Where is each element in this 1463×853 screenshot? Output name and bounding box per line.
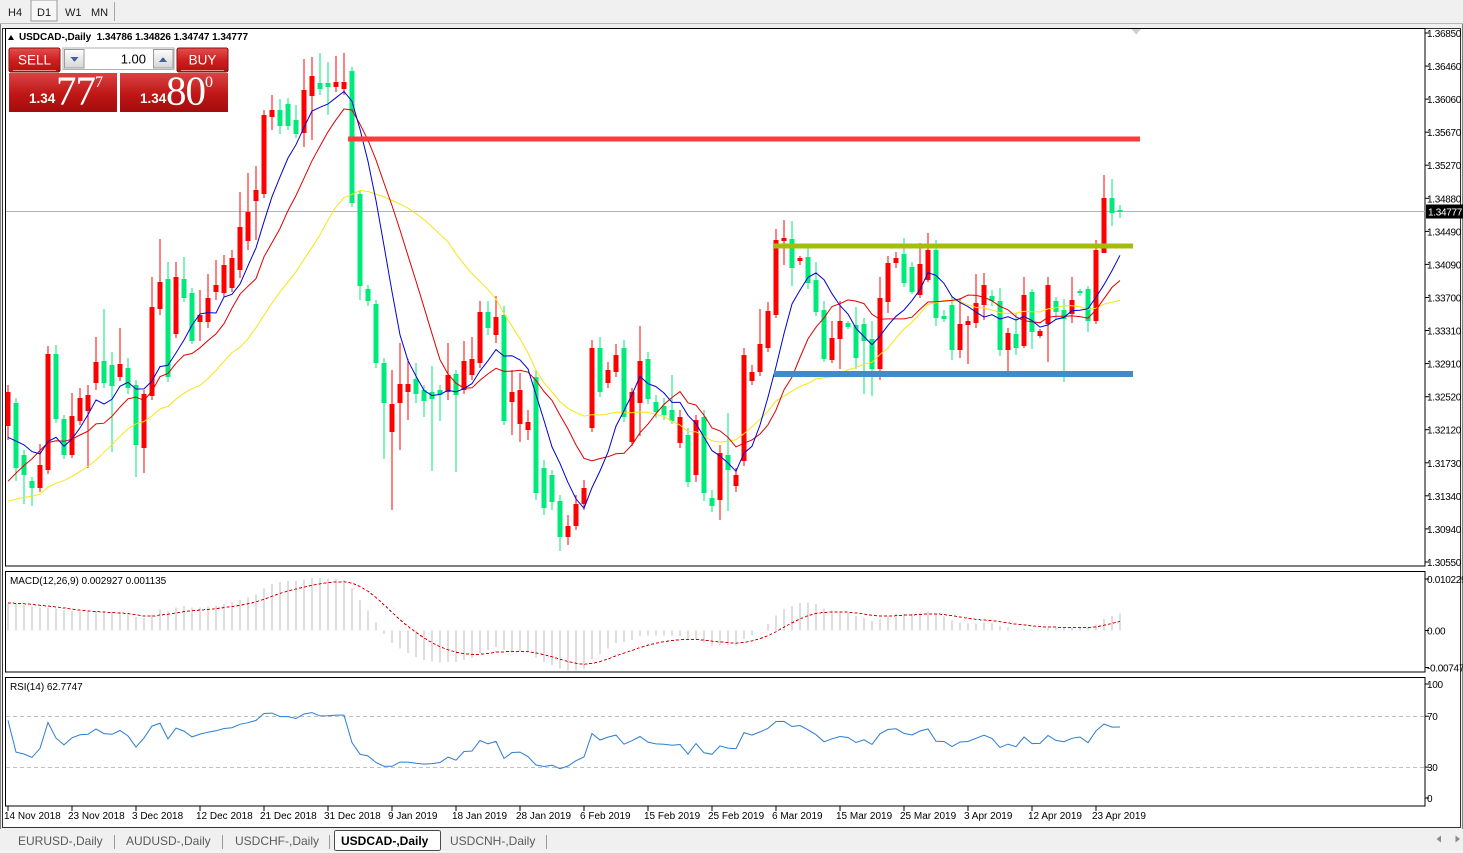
svg-text:1.35670: 1.35670 — [1427, 128, 1462, 139]
svg-text:1.32120: 1.32120 — [1427, 426, 1462, 437]
svg-text:18 Jan 2019: 18 Jan 2019 — [452, 811, 507, 822]
svg-text:1.34: 1.34 — [140, 91, 167, 106]
svg-text:1.36850: 1.36850 — [1427, 29, 1462, 40]
svg-text:1.30550: 1.30550 — [1427, 558, 1462, 569]
svg-text:-0.007477: -0.007477 — [1427, 664, 1463, 675]
svg-text:BUY: BUY — [189, 53, 217, 68]
svg-text:USDCNH-,Daily: USDCNH-,Daily — [450, 834, 535, 848]
svg-text:1.36060: 1.36060 — [1427, 95, 1462, 106]
svg-text:25 Mar 2019: 25 Mar 2019 — [900, 811, 957, 822]
svg-text:1.34880: 1.34880 — [1427, 194, 1462, 205]
svg-text:1.34: 1.34 — [29, 91, 56, 106]
svg-text:100: 100 — [1427, 680, 1444, 691]
svg-text:1.33700: 1.33700 — [1427, 294, 1462, 305]
svg-text:USDCAD-,Daily: USDCAD-,Daily — [341, 834, 429, 848]
svg-text:W1: W1 — [65, 7, 82, 19]
svg-text:3 Apr 2019: 3 Apr 2019 — [964, 811, 1013, 822]
svg-text:23 Apr 2019: 23 Apr 2019 — [1092, 811, 1146, 822]
svg-text:1.31340: 1.31340 — [1427, 492, 1462, 503]
svg-text:6 Feb 2019: 6 Feb 2019 — [580, 811, 631, 822]
svg-text:6 Mar 2019: 6 Mar 2019 — [772, 811, 823, 822]
svg-text:AUDUSD-,Daily: AUDUSD-,Daily — [126, 834, 211, 848]
svg-text:MACD(12,26,9) 0.002927 0.00113: MACD(12,26,9) 0.002927 0.001135 — [10, 576, 167, 587]
svg-text:D1: D1 — [37, 7, 51, 19]
svg-text:28 Jan 2019: 28 Jan 2019 — [516, 811, 571, 822]
svg-text:0.00: 0.00 — [1427, 627, 1446, 638]
svg-text:30: 30 — [1427, 763, 1438, 774]
svg-text:9 Jan 2019: 9 Jan 2019 — [388, 811, 438, 822]
svg-text:USDCHF-,Daily: USDCHF-,Daily — [235, 834, 319, 848]
svg-text:MN: MN — [91, 7, 108, 19]
svg-text:77: 77 — [56, 68, 96, 114]
svg-text:1.34490: 1.34490 — [1427, 227, 1462, 238]
svg-text:7: 7 — [95, 74, 103, 91]
svg-text:15 Mar 2019: 15 Mar 2019 — [836, 811, 893, 822]
svg-text:1.34777: 1.34777 — [1428, 208, 1463, 219]
svg-text:31 Dec 2018: 31 Dec 2018 — [324, 811, 381, 822]
svg-text:1.34090: 1.34090 — [1427, 260, 1462, 271]
svg-text:3 Dec 2018: 3 Dec 2018 — [132, 811, 184, 822]
svg-text:23 Nov 2018: 23 Nov 2018 — [68, 811, 125, 822]
svg-text:1.31730: 1.31730 — [1427, 459, 1462, 470]
svg-text:21 Dec 2018: 21 Dec 2018 — [260, 811, 317, 822]
svg-text:14 Nov 2018: 14 Nov 2018 — [4, 811, 61, 822]
svg-text:80: 80 — [166, 68, 205, 114]
svg-text:1.35270: 1.35270 — [1427, 161, 1462, 172]
svg-text:15 Feb 2019: 15 Feb 2019 — [644, 811, 701, 822]
svg-text:RSI(14) 62.7747: RSI(14) 62.7747 — [10, 682, 83, 693]
svg-text:12 Dec 2018: 12 Dec 2018 — [196, 811, 253, 822]
svg-text:EURUSD-,Daily: EURUSD-,Daily — [18, 834, 103, 848]
svg-text:70: 70 — [1427, 712, 1438, 723]
svg-text:12 Apr 2019: 12 Apr 2019 — [1028, 811, 1082, 822]
svg-text:1.32520: 1.32520 — [1427, 393, 1462, 404]
svg-text:25 Feb 2019: 25 Feb 2019 — [708, 811, 765, 822]
svg-text:0: 0 — [1427, 794, 1433, 805]
svg-text:0.010229: 0.010229 — [1427, 575, 1463, 586]
svg-text:1.36460: 1.36460 — [1427, 62, 1462, 73]
svg-text:1.32910: 1.32910 — [1427, 360, 1462, 371]
svg-text:1.33310: 1.33310 — [1427, 327, 1462, 338]
svg-text:H4: H4 — [8, 7, 22, 19]
svg-text:USDCAD-,Daily 1.34786 1.34826: USDCAD-,Daily 1.34786 1.34826 1.34747 1.… — [19, 32, 248, 43]
svg-text:1.30940: 1.30940 — [1427, 525, 1462, 536]
svg-text:SELL: SELL — [18, 53, 52, 68]
svg-text:0: 0 — [205, 74, 213, 91]
svg-text:1.00: 1.00 — [121, 52, 146, 67]
